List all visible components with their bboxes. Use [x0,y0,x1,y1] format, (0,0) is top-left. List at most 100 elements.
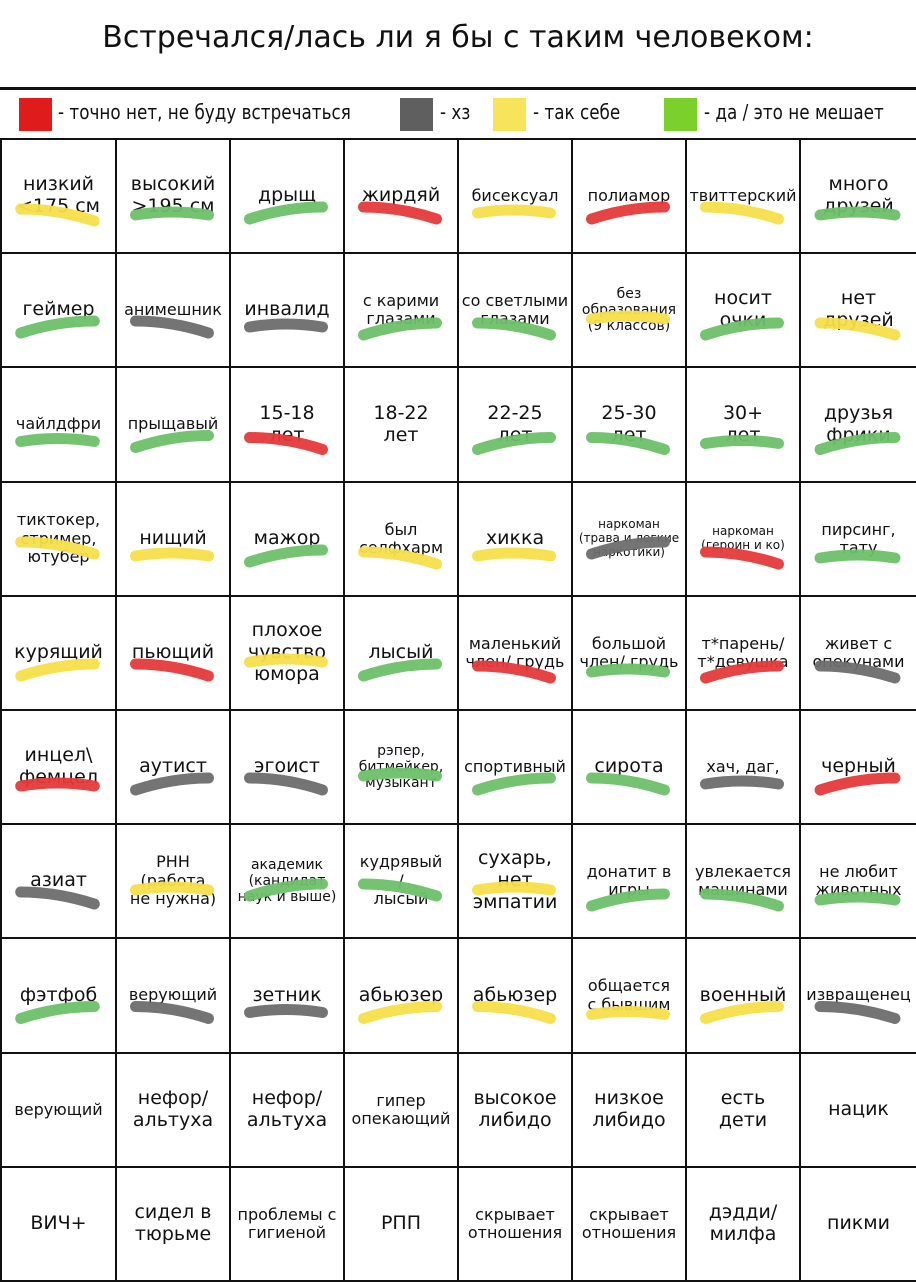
cell-label: скрывает отношения [581,1204,677,1242]
bingo-cell: РПП [343,1166,459,1282]
bingo-cell: мажор [229,481,345,597]
cell-label: инвалид [244,298,330,321]
bingo-cell: гипер опекающий [343,1052,459,1168]
legend-swatch-red [19,98,52,131]
cell-label: сирота [594,755,664,778]
cell-label: увлекается машинами [694,861,792,899]
bingo-cell: низкий <175 см [0,138,117,254]
bingo-cell: друзья фрики [799,366,916,483]
cell-label: РПП [380,1212,422,1235]
legend-label-green: - да / это не мешает [704,100,884,124]
bingo-cell: пикми [799,1166,916,1282]
cell-label: дрыщ [257,184,317,207]
bingo-cell: РНН (работа не нужна) [115,823,231,939]
bingo-cell: лысый [343,595,459,711]
bingo-cell: был селфхарм [343,481,459,597]
cell-label: верующий [128,985,218,1005]
cell-label: наркоман (трава и легкие наркотики) [578,517,680,559]
cell-label: был селфхарм [358,519,444,557]
bingo-cell: пирсинг, тату [799,481,916,597]
cell-label: зетник [252,983,322,1006]
cell-label: РНН (работа не нужна) [129,852,217,909]
cell-label: абьюзер [472,983,558,1006]
cell-label: мажор [253,527,321,550]
cell-label: 30+ лет [722,401,764,446]
bingo-cell: нефор/ альтуха [115,1052,231,1168]
cell-label: нет друзей [823,287,894,331]
cell-label: много друзей [823,173,894,217]
bingo-cell: со светлыми глазами [457,252,573,368]
cell-label: 25-30 лет [601,401,657,446]
bingo-cell: хач, даг, [685,709,801,825]
bingo-cell: чайлдфри [0,366,117,483]
bingo-cell: донатит в игры [571,823,687,939]
bingo-cell: 30+ лет [685,366,801,483]
cell-label: 18-22 лет [373,401,429,446]
cell-label: верующий [14,1099,103,1119]
cell-label: инцел\ фемцел [18,744,99,788]
cell-label: живет с опекунами [812,633,905,671]
bingo-cell: инвалид [229,252,345,368]
cell-label: ВИЧ+ [30,1212,87,1235]
bingo-cell: много друзей [799,138,916,254]
bingo-cell: жирдяй [343,138,459,254]
cell-label: сидел в тюрьме [134,1201,212,1245]
cell-label: низкое либидо [592,1087,666,1131]
cell-label: 22-25 лет [487,401,543,446]
bingo-grid: низкий <175 см высокий >195 см дрыщ жирдяй б… [0,138,916,1282]
bingo-cell: твиттерский [685,138,801,254]
bingo-cell: полиамор [571,138,687,254]
cell-label: нацик [828,1098,889,1121]
cell-label: военный [699,983,787,1006]
cell-label: друзья фрики [823,401,894,446]
cell-label: т*парень/ т*девушка [697,633,789,671]
cell-label: геймер [22,298,95,321]
bingo-cell: живет с опекунами [799,595,916,711]
cell-label: плохое чувство юмора [247,619,326,685]
bingo-cell: проблемы с гигиеной [229,1166,345,1282]
cell-label: со светлыми глазами [461,290,569,328]
cell-label: сухарь, нет эмпатии [472,847,558,913]
bingo-cell: аутист [115,709,231,825]
bingo-cell: маленький член/ грудь [457,595,573,711]
bingo-cell: высокий >195 см [115,138,231,254]
bingo-cell: инцел\ фемцел [0,709,117,825]
bingo-cell: прыщавый [115,366,231,483]
bingo-cell: рэпер, битмейкер, музыкант [343,709,459,825]
bingo-cell: 25-30 лет [571,366,687,483]
bingo-cell: дэдди/ милфа [685,1166,801,1282]
bingo-cell: геймер [0,252,117,368]
bingo-cell: 22-25 лет [457,366,573,483]
cell-label: пикми [827,1212,890,1235]
bingo-cell: т*парень/ т*девушка [685,595,801,711]
legend-label-gray: - хз [440,100,471,124]
bingo-cell: плохое чувство юмора [229,595,345,711]
legend-label-yellow: - так себе [533,100,621,124]
bingo-cell: курящий [0,595,117,711]
cell-label: аутист [139,755,207,778]
bingo-cell: нефор/ альтуха [229,1052,345,1168]
bingo-cell: академик (кандидат наук и выше) [229,823,345,939]
page-title: Встречался/лась ли я бы с таким человеко… [102,20,814,55]
legend: - точно нет, не буду встречаться - хз - … [0,87,916,138]
cell-label: кудрявый / лысый [359,852,443,909]
cell-label: анимешник [124,299,222,319]
bingo-cell: сухарь, нет эмпатии [457,823,573,939]
cell-label: не любит животных [815,861,902,899]
bingo-cell: нацик [799,1052,916,1168]
bingo-cell: абьюзер [343,937,459,1054]
bingo-cell: 15-18 лет [229,366,345,483]
bingo-cell: абьюзер [457,937,573,1054]
cell-label: полиамор [587,185,671,205]
bingo-cell: общается с бывшим [571,937,687,1054]
bingo-cell: без образования (9 классов) [571,252,687,368]
bingo-cell: эгоист [229,709,345,825]
cell-label: наркоман (героин и ко) [701,524,785,552]
bingo-cell: верующий [115,937,231,1054]
cell-label: высокое либидо [473,1087,557,1131]
cell-label: дэдди/ милфа [708,1201,778,1245]
cell-label: носит очки [714,287,772,331]
cell-label: чайлдфри [15,414,102,434]
cell-label: черный [821,755,896,778]
bingo-cell: ВИЧ+ [0,1166,117,1282]
